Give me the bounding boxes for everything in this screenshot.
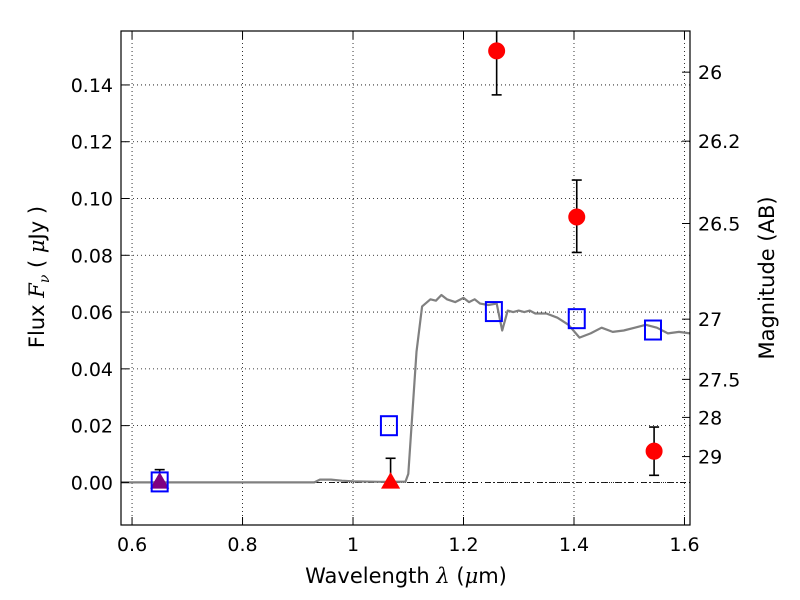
model-photometry-square <box>484 301 503 323</box>
y-axis-label-left: Flux Fν ( μJy ) <box>25 206 53 348</box>
flux-point <box>488 42 506 60</box>
model-photometry-square <box>150 471 169 493</box>
model-spectrum-line <box>121 293 690 484</box>
flux-point <box>568 208 586 226</box>
x-tick-label: 0.6 <box>117 534 147 556</box>
y-tick-label: 0.04 <box>71 359 113 381</box>
right-tick-label: 29 <box>698 447 722 469</box>
model-photometry-square <box>379 415 398 437</box>
x-tick-label: 1.6 <box>669 534 699 556</box>
upper-limit-marker <box>150 472 170 489</box>
upper-limit-marker <box>381 472 401 489</box>
plot-frame <box>120 30 691 526</box>
right-tick-label: 26.2 <box>698 131 740 153</box>
model-photometry-square <box>643 319 662 341</box>
y-tick-label: 0.06 <box>71 302 113 324</box>
flux-point <box>645 442 663 460</box>
right-tick-label: 26 <box>698 62 722 84</box>
right-tick-label: 26.5 <box>698 213 740 235</box>
y-tick-label: 0.14 <box>71 75 113 97</box>
y-tick-label: 0.08 <box>71 245 113 267</box>
x-axis-label: Wavelength λ (μm) <box>305 564 507 588</box>
y-tick-label: 0.10 <box>71 189 113 211</box>
right-tick-label: 27 <box>698 309 722 331</box>
x-tick-label: 1.4 <box>559 534 589 556</box>
right-tick-label: 27.5 <box>698 369 740 391</box>
y-tick-label: 0.12 <box>71 132 113 154</box>
y-axis-label-right: Magnitude (AB) <box>755 196 779 359</box>
x-tick-label: 0.8 <box>227 534 257 556</box>
data-layer <box>121 31 690 493</box>
y-tick-label: 0.02 <box>71 416 113 438</box>
right-tick-label: 28 <box>698 407 722 429</box>
x-tick-label: 1.2 <box>448 534 478 556</box>
x-tick-label: 1 <box>347 534 359 556</box>
y-tick-label: 0.00 <box>71 472 113 494</box>
model-photometry-square <box>567 308 586 330</box>
